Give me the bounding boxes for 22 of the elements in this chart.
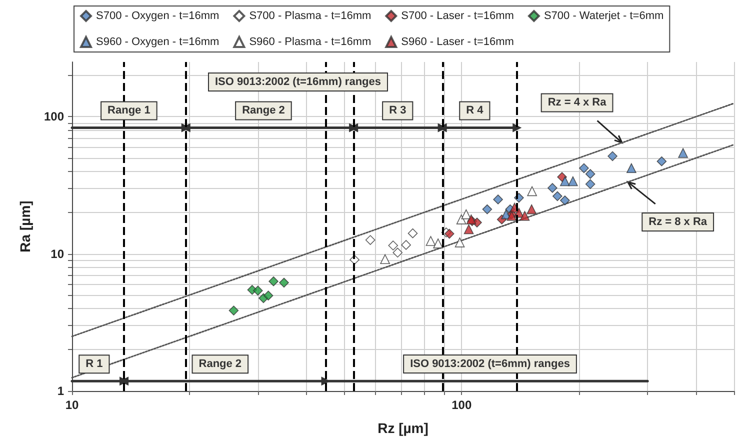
annotation: R 3 <box>389 104 406 117</box>
y-tick-label: 10 <box>50 246 64 261</box>
legend-label: S700 - Plasma - t=16mm <box>249 10 372 22</box>
legend-label: S700 - Waterjet - t=6mm <box>544 10 664 22</box>
annotation: Rz = 4 x Ra <box>548 96 608 109</box>
annotation: R 1 <box>86 358 103 370</box>
legend-label: S960 - Laser - t=16mm <box>401 36 514 48</box>
annotation: Range 2 <box>198 358 242 370</box>
annotation: Range 1 <box>108 104 150 117</box>
annotation: ISO 9013:2002 (t=16mm) ranges <box>214 76 382 88</box>
legend-label: S960 - Plasma - t=16mm <box>249 36 372 48</box>
legend-label: S700 - Oxygen - t=16mm <box>96 10 220 22</box>
y-tick-label: 100 <box>44 110 64 124</box>
legend-label: S960 - Oxygen - t=16mm <box>96 36 220 48</box>
annotation: R 4 <box>466 104 484 117</box>
annotation: Range 2 <box>242 104 285 117</box>
x-axis-title: Rz [µm] <box>378 420 428 436</box>
y-axis-title: Ra [µm] <box>17 200 33 252</box>
annotation: ISO 9013:2002 (t=6mm) ranges <box>410 358 570 370</box>
legend-label: S700 - Laser - t=16mm <box>401 10 514 22</box>
y-tick-label: 1 <box>57 384 64 398</box>
annotation: Rz = 8 x Ra <box>648 216 708 228</box>
